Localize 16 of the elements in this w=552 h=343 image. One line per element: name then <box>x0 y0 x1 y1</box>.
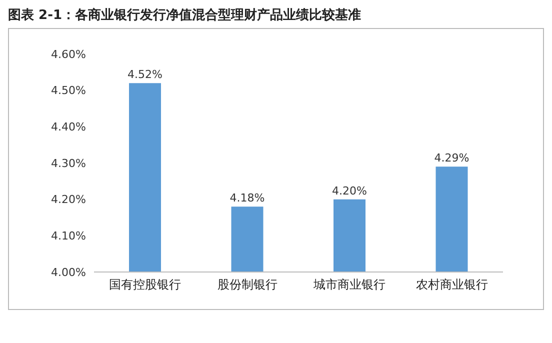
data-label: 4.52% <box>128 68 162 82</box>
x-tick-label: 股份制银行 <box>217 278 278 292</box>
data-label: 4.18% <box>230 192 265 205</box>
x-tick-label: 城市商业银行 <box>312 278 386 292</box>
y-tick-label: 4.20% <box>51 193 86 206</box>
x-tick-label: 农村商业银行 <box>416 278 488 292</box>
y-tick-label: 4.30% <box>51 156 86 170</box>
y-tick-label: 4.60% <box>51 48 86 61</box>
x-tick-label: 国有控股银行 <box>109 278 182 292</box>
y-tick-label: 4.40% <box>51 120 86 134</box>
y-tick-label: 4.50% <box>51 84 86 98</box>
data-label: 4.29% <box>434 152 470 165</box>
y-tick-label: 4.10% <box>51 230 86 243</box>
chart-title: 图表 2-1：各商业银行发行净值混合型理财产品业绩比较基准 <box>8 8 362 25</box>
data-label: 4.20% <box>332 184 367 198</box>
y-tick-label: 4.00% <box>51 266 86 279</box>
